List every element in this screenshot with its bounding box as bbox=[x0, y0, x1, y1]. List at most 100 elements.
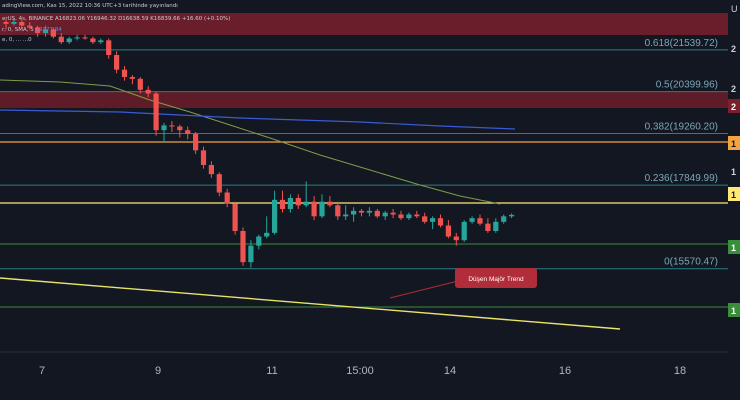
candle-body bbox=[193, 133, 199, 151]
descending-trend-line bbox=[0, 277, 621, 330]
x-tick-label: 15:00 bbox=[346, 365, 374, 377]
y-tick-label: 2 bbox=[731, 84, 736, 94]
annotation-text: Düşen Majör Trend bbox=[468, 276, 524, 283]
y-label-badge bbox=[728, 187, 740, 201]
candle-body bbox=[177, 126, 183, 131]
candle-body bbox=[185, 130, 191, 134]
candle-body bbox=[453, 236, 459, 241]
candle-body bbox=[208, 165, 214, 175]
candle-body bbox=[279, 199, 286, 209]
annotation-pointer bbox=[389, 279, 463, 299]
header-publish-line: adingView.com, Kas 15, 2022 10:36 UTC+3 … bbox=[2, 3, 178, 9]
candle-body bbox=[82, 37, 88, 39]
y-axis-title: U bbox=[731, 4, 738, 14]
candle-body bbox=[351, 210, 357, 215]
y-tick-label: 1 bbox=[731, 139, 736, 149]
y-label-badge bbox=[728, 240, 740, 254]
candle-body bbox=[287, 198, 293, 209]
sma-green-line bbox=[0, 79, 501, 205]
candle-body bbox=[422, 216, 428, 222]
x-tick-label: 7 bbox=[39, 365, 45, 377]
x-axis-ticks: 7 9 11 15:00 14 16 18 bbox=[39, 365, 686, 377]
top-red-zone bbox=[0, 13, 728, 35]
candle-body bbox=[327, 201, 333, 206]
header-sma-line: r, 0, SMA, 5 19377.84 bbox=[2, 27, 62, 33]
x-tick-label: 14 bbox=[444, 365, 456, 377]
candle-body bbox=[50, 29, 56, 37]
candle-body bbox=[200, 150, 207, 165]
fib-label: 0.618(21539.72) bbox=[645, 38, 718, 49]
candle-body bbox=[74, 37, 80, 39]
candle-body bbox=[382, 212, 388, 217]
y-label-badge bbox=[728, 136, 740, 150]
y-tick-label: 1 bbox=[731, 167, 736, 177]
candle-body bbox=[66, 38, 72, 43]
candle-body bbox=[11, 22, 17, 24]
y-tick-label: 1 bbox=[731, 243, 736, 253]
candle-body bbox=[27, 25, 33, 28]
fib-label: 0.5(20399.96) bbox=[656, 80, 718, 91]
candle-body bbox=[106, 40, 112, 55]
candle-body bbox=[240, 231, 246, 263]
candle-body bbox=[469, 218, 475, 222]
candle-body bbox=[42, 29, 49, 33]
candle-body bbox=[509, 214, 515, 217]
candle-body bbox=[114, 55, 120, 70]
candle-body bbox=[295, 198, 301, 206]
candle-body bbox=[216, 174, 222, 193]
candle-body bbox=[390, 212, 396, 215]
candle-body bbox=[264, 232, 270, 237]
candle-body bbox=[319, 201, 325, 217]
candle-body bbox=[406, 214, 412, 219]
fibonacci-levels: 0.618(21539.72) 0.5(20399.96) 0.382(19260.… bbox=[0, 38, 728, 270]
candle-body bbox=[90, 38, 96, 43]
sma-value: 19377.84 bbox=[35, 27, 62, 33]
candles bbox=[3, 18, 515, 268]
fib-label: 0.382(19260.20) bbox=[645, 121, 718, 132]
y-axis-labels: 2 2 2 1 1 1 1 1 bbox=[728, 44, 740, 317]
candle-body bbox=[3, 22, 9, 24]
candle-body bbox=[248, 245, 254, 263]
y-tick-label: 1 bbox=[731, 190, 736, 200]
candle-body bbox=[414, 214, 420, 217]
candle-body bbox=[137, 78, 143, 90]
fib-label: 0(15570.47) bbox=[664, 257, 718, 268]
y-label-badge bbox=[728, 99, 740, 113]
candle-body bbox=[272, 199, 278, 233]
x-tick-label: 11 bbox=[266, 365, 277, 377]
header-indicator-line: e, 0, ... ...0 bbox=[2, 37, 32, 43]
candle-body bbox=[461, 221, 467, 241]
y-tick-label: 1 bbox=[731, 306, 736, 316]
candle-body bbox=[437, 218, 444, 226]
candle-body bbox=[501, 216, 507, 222]
candle-body bbox=[335, 205, 341, 217]
x-tick-label: 16 bbox=[559, 365, 571, 377]
candle-body bbox=[121, 69, 128, 77]
candle-body bbox=[485, 223, 491, 231]
candle-body bbox=[129, 77, 135, 79]
candle-body bbox=[169, 125, 175, 127]
candle-body bbox=[153, 93, 159, 131]
candle-body bbox=[303, 201, 309, 206]
candle-body bbox=[343, 214, 349, 217]
candle-body bbox=[35, 27, 41, 33]
candle-body bbox=[98, 40, 104, 43]
candle-body bbox=[19, 22, 25, 26]
y-label-badge bbox=[728, 303, 740, 317]
candle-body bbox=[232, 203, 238, 231]
x-tick-label: 18 bbox=[674, 365, 686, 377]
y-tick-label: 2 bbox=[731, 44, 736, 54]
candle-body bbox=[430, 218, 436, 222]
sma-blue-line bbox=[0, 109, 516, 130]
candle-body bbox=[398, 214, 404, 219]
candle-body bbox=[493, 221, 499, 231]
candle-body bbox=[224, 192, 230, 204]
annotation-box[interactable] bbox=[455, 268, 537, 288]
fib-label: 0.236(17849.99) bbox=[645, 173, 718, 184]
y-tick-label: 2 bbox=[731, 102, 736, 112]
x-tick-label: 9 bbox=[155, 365, 161, 377]
resistance-zone bbox=[0, 92, 728, 108]
sma-label: r, 0, SMA, 5 bbox=[2, 27, 34, 33]
candle-body bbox=[311, 201, 317, 217]
